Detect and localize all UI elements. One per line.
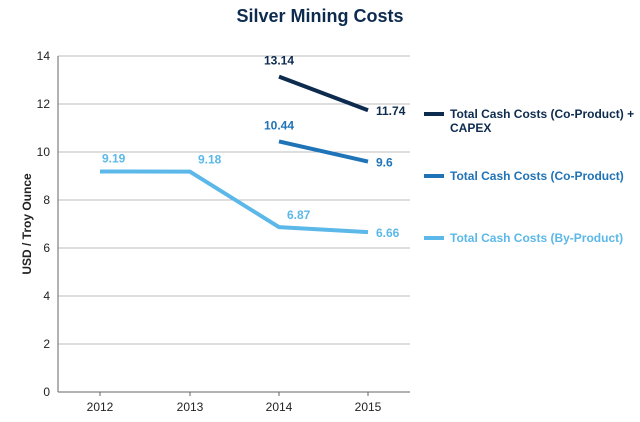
data-label: 6.66: [376, 226, 400, 240]
legend-label: Total Cash Costs (Co-Product) +: [450, 107, 634, 121]
data-label: 10.44: [264, 118, 294, 132]
data-label: 11.74: [376, 104, 406, 118]
y-tick-label: 6: [43, 241, 50, 255]
data-label: 9.6: [376, 156, 393, 170]
series-line: [99, 169, 369, 235]
axes: 0 2 4 6 8 10 12 14 2012 2013 2014 2015 USD / Troy Ou…: [20, 49, 382, 414]
legend-label: Total Cash Costs (Co-Product): [450, 169, 624, 183]
data-label: 9.19: [102, 151, 126, 165]
data-label: 13.14: [264, 54, 294, 68]
y-tick-label: 12: [37, 97, 51, 111]
x-tick-label: 2012: [87, 400, 114, 414]
data-labels: 13.14 11.74 10.44 9.6 9.19 9.18 6.87 6.66: [102, 54, 406, 241]
series-line: [278, 74, 369, 113]
y-tick-label: 10: [37, 145, 51, 159]
data-label: 6.87: [287, 208, 311, 222]
data-label: 9.18: [198, 153, 222, 167]
y-tick-label: 2: [43, 337, 50, 351]
x-tick-label: 2013: [177, 400, 204, 414]
chart-title: Silver Mining Costs: [236, 6, 404, 26]
series-line: [278, 139, 369, 164]
y-tick-label: 0: [43, 385, 50, 399]
y-axis-title: USD / Troy Ounce: [20, 173, 34, 275]
series-lines: [99, 74, 369, 235]
y-tick-label: 4: [43, 289, 50, 303]
x-tick-label: 2015: [355, 400, 382, 414]
x-tick-label: 2014: [266, 400, 293, 414]
y-tick-label: 14: [37, 49, 51, 63]
legend-label: CAPEX: [450, 121, 491, 135]
legend: Total Cash Costs (Co-Product) +CAPEX Tota…: [424, 107, 634, 245]
legend-label: Total Cash Costs (By-Product): [450, 231, 623, 245]
y-tick-label: 8: [43, 193, 50, 207]
